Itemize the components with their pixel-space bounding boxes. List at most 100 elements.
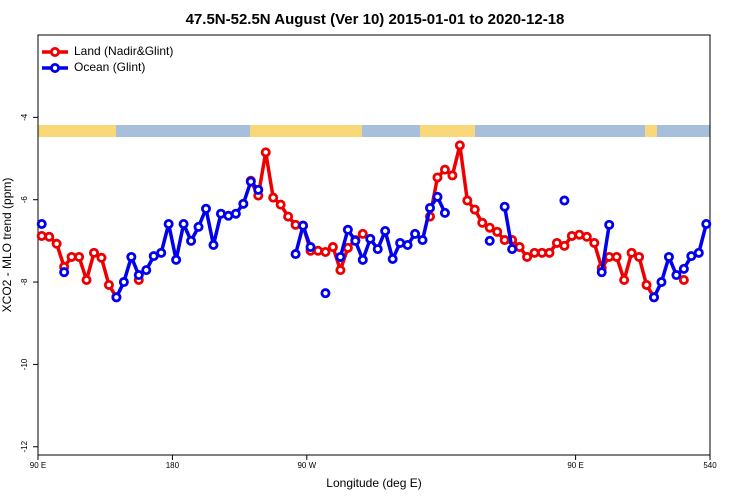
data-point (312, 245, 323, 256)
data-point (320, 246, 331, 257)
data-point (559, 240, 570, 251)
data-point (447, 170, 458, 181)
data-point (559, 195, 570, 206)
data-point (118, 277, 129, 288)
data-point (193, 221, 204, 232)
data-point (544, 247, 555, 258)
x-tick-label: 180 (166, 461, 180, 470)
series-line (114, 179, 708, 299)
data-point (253, 184, 264, 195)
y-tick-label: -6 (20, 196, 29, 204)
data-point (678, 274, 689, 285)
legend-label: Land (Nadir&Glint) (74, 44, 173, 58)
data-point (305, 242, 316, 253)
data-point (701, 218, 712, 229)
data-point (372, 244, 383, 255)
data-point (424, 202, 435, 213)
data-point (335, 265, 346, 276)
data-point (484, 235, 495, 246)
data-point (469, 204, 480, 215)
data-point (492, 226, 503, 237)
data-point (200, 203, 211, 214)
data-point (380, 225, 391, 236)
data-point (245, 176, 256, 187)
data-point (290, 249, 301, 260)
x-axis-label: Longitude (deg E) (326, 476, 421, 490)
data-point (365, 233, 376, 244)
data-point (103, 279, 114, 290)
plot-frame (37, 34, 711, 456)
data-point (141, 265, 152, 276)
data-point (357, 254, 368, 265)
data-point (641, 279, 652, 290)
data-point (96, 252, 107, 263)
legend-marker (50, 63, 61, 74)
y-tick-label: -4 (20, 113, 29, 121)
data-point (649, 292, 660, 303)
legend-label: Ocean (Glint) (74, 60, 145, 74)
data-point (432, 191, 443, 202)
data-point (619, 274, 630, 285)
data-point (663, 251, 674, 262)
data-point (126, 251, 137, 262)
y-axis-label: XCO2 - MLO trend (ppm) (0, 178, 14, 313)
data-point (432, 172, 443, 183)
data-point (89, 247, 100, 258)
data-point (484, 222, 495, 233)
data-point (275, 199, 286, 210)
data-point (499, 201, 510, 212)
data-point (566, 230, 577, 241)
data-point (656, 277, 667, 288)
data-point (611, 251, 622, 262)
data-point (74, 251, 85, 262)
data-point (357, 228, 368, 239)
data-point (387, 253, 398, 264)
data-point (81, 274, 92, 285)
data-point (626, 247, 637, 258)
data-point (178, 218, 189, 229)
data-point (402, 239, 413, 250)
data-point (581, 231, 592, 242)
data-point (462, 195, 473, 206)
data-point (439, 164, 450, 175)
data-point (186, 235, 197, 246)
data-point (589, 237, 600, 248)
data-point (148, 251, 159, 262)
data-point (686, 251, 697, 262)
data-point (268, 192, 279, 203)
y-tick-label: -10 (20, 358, 29, 370)
data-point (477, 217, 488, 228)
legend-marker (50, 47, 61, 58)
data-point (596, 267, 607, 278)
data-point (327, 242, 338, 253)
data-point (290, 219, 301, 230)
data-point (507, 244, 518, 255)
x-tick-label: 90 W (297, 461, 316, 470)
data-point (111, 292, 122, 303)
data-point (320, 288, 331, 299)
x-tick-label: 90 E (567, 461, 583, 470)
data-point (693, 247, 704, 258)
data-point (439, 207, 450, 218)
data-point (156, 247, 167, 258)
data-point (454, 140, 465, 151)
data-point (260, 147, 271, 158)
data-point (230, 208, 241, 219)
y-tick-label: -12 (20, 440, 29, 452)
data-point (634, 251, 645, 262)
data-point (238, 198, 249, 209)
data-point (522, 251, 533, 262)
data-point (350, 235, 361, 246)
data-point (678, 263, 689, 274)
y-tick-label: -8 (20, 278, 29, 286)
data-point (410, 228, 421, 239)
data-point (59, 267, 70, 278)
data-point (283, 211, 294, 222)
data-point (36, 218, 47, 229)
data-point (36, 230, 47, 241)
data-point (417, 235, 428, 246)
x-tick-label: 540 (703, 461, 717, 470)
chart-title: 47.5N-52.5N August (Ver 10) 2015-01-01 t… (186, 11, 565, 28)
data-point (335, 251, 346, 262)
data-point (163, 218, 174, 229)
